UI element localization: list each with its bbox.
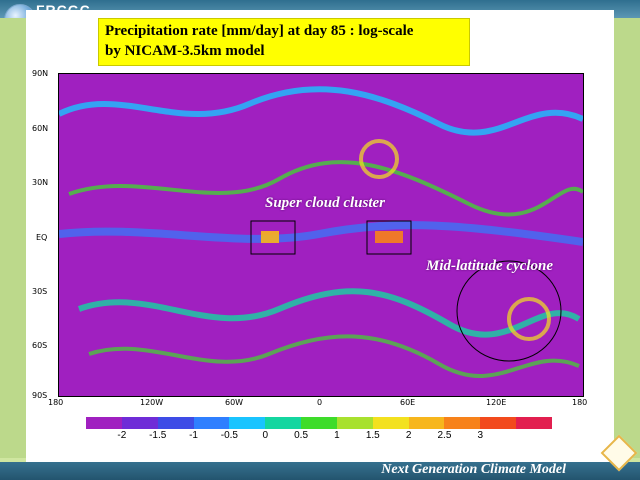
lat-label-90n: 90N — [32, 69, 49, 78]
colorbar-swatch — [157, 417, 194, 429]
colorbar-tick-label: 1.5 — [365, 430, 380, 441]
lat-label-60s: 60S — [32, 341, 48, 350]
lon-label-60e: 60E — [400, 398, 416, 407]
lat-label-30n: 30N — [32, 178, 49, 187]
colorbar-tick-label: 0 — [262, 430, 268, 441]
colorbar-tick-label: -1.5 — [149, 430, 167, 441]
colorbar-swatch — [301, 417, 337, 429]
colorbar-swatch — [229, 417, 266, 429]
right-decor-stripe — [614, 18, 640, 458]
colorbar-swatch — [516, 417, 552, 429]
lat-label-eq: EQ — [36, 233, 48, 242]
lon-label-0: 0 — [317, 398, 323, 407]
colorbar-swatch — [86, 417, 122, 429]
lon-label-180w: 180 — [48, 398, 64, 407]
colorbar-swatch — [372, 417, 409, 429]
lon-label-120w: 120W — [140, 398, 164, 407]
colorbar-tick-label: 3 — [477, 430, 484, 441]
colorbar-swatch — [408, 417, 445, 429]
colorbar-tick-label: -2 — [117, 430, 127, 441]
colorbar-swatch — [121, 417, 158, 429]
colorbar-tick-label: 2.5 — [437, 430, 452, 441]
title-line-1: Precipitation rate [mm/day] at day 85 : … — [105, 23, 414, 39]
lat-label-90s: 90S — [32, 391, 48, 400]
lon-label-60w: 60W — [225, 398, 244, 407]
footer-title: Next Generation Climate Model — [381, 462, 566, 477]
lat-label-30s: 30S — [32, 287, 48, 296]
colorbar-swatch — [265, 417, 302, 429]
left-decor-stripe — [0, 18, 26, 458]
slide-title: Precipitation rate [mm/day] at day 85 : … — [98, 18, 470, 66]
precipitation-map: Super cloud cluster Mid-latitude cyclone — [58, 73, 584, 397]
colorbar-swatch — [480, 417, 517, 429]
colorbar-swatch — [444, 417, 481, 429]
lon-label-180e: 180 — [572, 398, 588, 407]
colorbar-tick-label: 0.5 — [294, 430, 309, 441]
colorbar-swatch — [193, 417, 230, 429]
footer-bar — [0, 462, 640, 480]
colorbar-tick-label: -0.5 — [220, 430, 238, 441]
precipitation-field-graphic — [59, 74, 583, 396]
title-line-2: by NICAM-3.5km model — [105, 43, 265, 59]
annotation-mid-latitude-cyclone: Mid-latitude cyclone — [426, 258, 554, 274]
colorbar-tick-label: -1 — [189, 430, 198, 441]
colorbar-tick-label: 1 — [334, 430, 340, 441]
colorbar-swatch — [336, 417, 373, 429]
lon-label-120e: 120E — [486, 398, 507, 407]
annotation-super-cloud-cluster: Super cloud cluster — [265, 195, 386, 211]
colorbar — [86, 417, 552, 429]
colorbar-tick-label: 2 — [405, 430, 412, 441]
lat-label-60n: 60N — [32, 124, 49, 133]
